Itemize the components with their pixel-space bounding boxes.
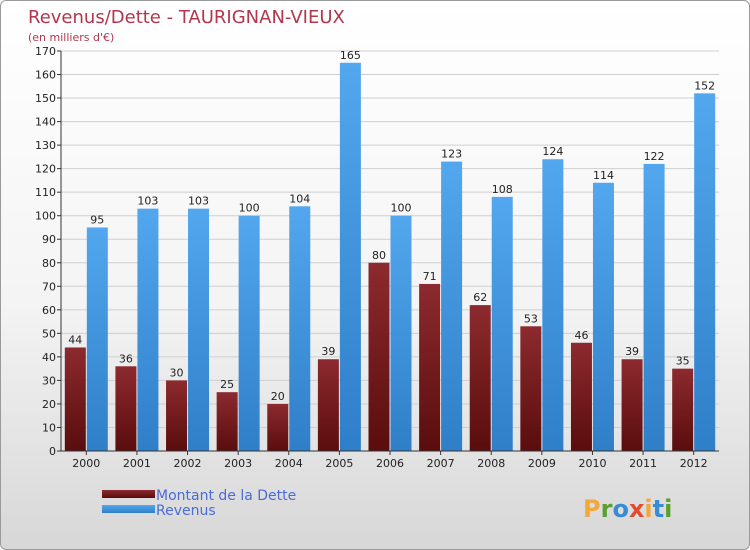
bar-revenus [86, 227, 108, 451]
bar-dette [419, 283, 441, 451]
bar-dette [469, 305, 491, 451]
y-tick-label: 30 [42, 374, 56, 387]
y-tick-label: 10 [42, 421, 56, 434]
axis-layer: 0 10 20 30 40 50 60 70 80 90 100 110 120 130 140 150 160… [35, 45, 719, 470]
bar-revenus [390, 215, 412, 451]
bar-dette [368, 262, 390, 451]
y-tick-label: 0 [49, 445, 56, 458]
x-tick-label: 2007 [427, 457, 455, 470]
bar-dette [267, 403, 289, 451]
bar-dette [115, 366, 137, 451]
y-tick-label: 70 [42, 280, 56, 293]
x-tick-label: 2008 [477, 457, 505, 470]
data-label-revenus: 103 [137, 195, 158, 208]
data-label-dette: 46 [574, 329, 588, 342]
data-label-revenus: 103 [188, 195, 209, 208]
grid-layer [61, 50, 719, 452]
bar-revenus [188, 208, 210, 451]
y-tick-label: 50 [42, 327, 56, 340]
data-label-revenus: 95 [90, 213, 104, 226]
bar-revenus [137, 208, 159, 451]
bar-revenus [542, 159, 564, 451]
x-tick-label: 2002 [174, 457, 202, 470]
legend-label-revenus: Revenus [156, 503, 216, 519]
data-label-revenus: 124 [542, 145, 563, 158]
x-tick-label: 2006 [376, 457, 404, 470]
data-label-dette: 35 [676, 355, 690, 368]
x-tick-label: 2011 [629, 457, 657, 470]
legend-swatch-revenus [102, 505, 155, 513]
data-label-revenus: 100 [391, 202, 412, 215]
bar-dette [520, 326, 542, 451]
y-tick-label: 80 [42, 257, 56, 270]
x-tick-label: 2004 [275, 457, 303, 470]
bar-dette [621, 359, 643, 451]
data-label-dette: 44 [68, 333, 82, 346]
bar-revenus [289, 206, 311, 451]
bar-revenus [491, 196, 513, 451]
bar-revenus [441, 161, 463, 451]
x-tick-label: 2009 [528, 457, 556, 470]
data-label-dette: 30 [170, 366, 184, 379]
svg-text:Proxiti: Proxiti [583, 495, 672, 523]
data-label-dette: 71 [423, 270, 437, 283]
bar-revenus [592, 182, 614, 451]
data-label-dette: 62 [473, 291, 487, 304]
data-label-dette: 39 [625, 345, 639, 358]
data-label-revenus: 123 [441, 148, 462, 161]
data-label-dette: 39 [321, 345, 335, 358]
legend-label-dette: Montant de la Dette [156, 488, 296, 504]
y-tick-label: 20 [42, 398, 56, 411]
bar-dette [64, 347, 86, 451]
proxiti-logo: Proxiti [583, 495, 672, 523]
bar-dette [672, 368, 694, 451]
data-label-dette: 53 [524, 312, 538, 325]
x-tick-label: 2005 [325, 457, 353, 470]
data-label-revenus: 165 [340, 49, 361, 62]
data-label-dette: 36 [119, 352, 133, 365]
bar-dette [570, 342, 592, 451]
x-tick-label: 2010 [578, 457, 606, 470]
bar-revenus [694, 93, 716, 452]
y-tick-label: 60 [42, 304, 56, 317]
bars-layer: 44 95 36 103 30 103 25 100 20 104 39 165 80 100 71 123 6… [64, 49, 716, 452]
data-label-revenus: 122 [644, 150, 665, 163]
y-tick-label: 130 [35, 139, 56, 152]
x-tick-label: 2012 [680, 457, 708, 470]
y-tick-label: 140 [35, 116, 56, 129]
y-tick-label: 100 [35, 210, 56, 223]
chart-title: Revenus/Dette - TAURIGNAN-VIEUX [28, 7, 345, 28]
x-tick-label: 2001 [123, 457, 151, 470]
data-label-revenus: 108 [492, 183, 513, 196]
legend: Montant de la Dette Revenus [102, 488, 296, 519]
y-tick-label: 120 [35, 163, 56, 176]
data-label-revenus: 104 [289, 192, 310, 205]
bar-dette [317, 359, 339, 451]
data-label-revenus: 152 [694, 79, 715, 92]
x-tick-label: 2003 [224, 457, 252, 470]
legend-swatch-dette [102, 490, 155, 498]
y-tick-label: 110 [35, 186, 56, 199]
y-tick-label: 90 [42, 233, 56, 246]
bar-dette [166, 380, 188, 451]
x-tick-label: 2000 [72, 457, 100, 470]
data-label-dette: 20 [271, 390, 285, 403]
y-tick-label: 40 [42, 351, 56, 364]
bar-revenus [643, 163, 665, 452]
data-label-revenus: 100 [239, 202, 260, 215]
y-tick-label: 150 [35, 92, 56, 105]
bar-revenus [238, 215, 260, 451]
chart-subtitle: (en milliers d'€) [28, 31, 114, 44]
y-tick-label: 160 [35, 69, 56, 82]
y-tick-label: 170 [35, 45, 56, 58]
data-label-revenus: 114 [593, 169, 614, 182]
data-label-dette: 80 [372, 249, 386, 262]
data-label-dette: 25 [220, 378, 234, 391]
bar-revenus [339, 62, 361, 451]
bar-dette [216, 392, 238, 451]
